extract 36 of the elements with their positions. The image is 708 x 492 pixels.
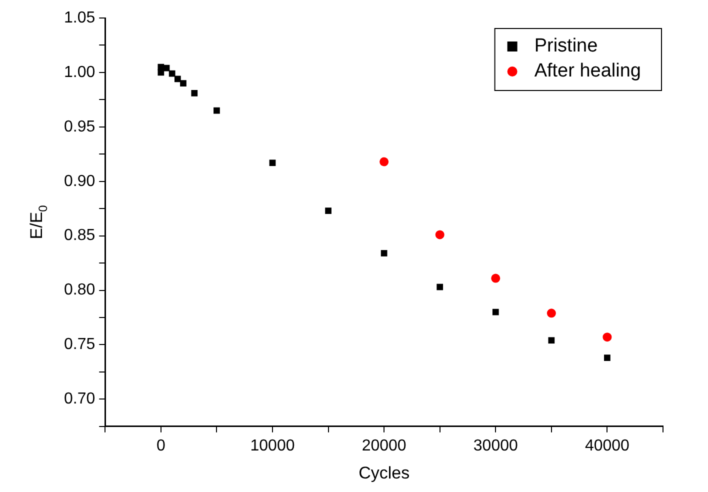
point bbox=[492, 308, 499, 316]
point bbox=[269, 160, 276, 166]
point bbox=[548, 337, 555, 344]
y-tick-label: 0.90 bbox=[64, 172, 96, 190]
point bbox=[604, 354, 610, 361]
point bbox=[214, 107, 220, 114]
y-tick-label: 1.00 bbox=[64, 64, 96, 81]
x-axis-title: Cycles bbox=[358, 463, 410, 482]
x-tick-label: 40000 bbox=[584, 437, 630, 454]
point bbox=[380, 250, 388, 256]
point bbox=[191, 90, 198, 96]
y-axis-title: E/E0 bbox=[27, 204, 50, 240]
point bbox=[325, 208, 332, 214]
point bbox=[546, 308, 556, 318]
point bbox=[380, 157, 389, 166]
legend-label: Pristine bbox=[534, 36, 598, 57]
y-tick-label: 1.05 bbox=[64, 9, 96, 26]
x-tick-label: 10000 bbox=[250, 437, 295, 454]
x-tick-label: 30000 bbox=[473, 437, 518, 454]
x-tick-label: 20000 bbox=[362, 437, 406, 454]
point bbox=[163, 64, 170, 72]
y-tick-label: 0.95 bbox=[64, 118, 96, 136]
point bbox=[491, 274, 500, 283]
point bbox=[180, 80, 186, 87]
y-tick-label: 0.80 bbox=[64, 282, 96, 299]
point bbox=[602, 332, 612, 342]
point bbox=[168, 70, 176, 77]
point bbox=[436, 284, 444, 290]
y-tick-label: 0.85 bbox=[64, 227, 96, 244]
y-tick-label: 0.70 bbox=[64, 390, 96, 408]
y-tick-label: 0.75 bbox=[64, 336, 96, 354]
point bbox=[174, 76, 181, 82]
legend-label: After healing bbox=[534, 60, 642, 82]
point bbox=[158, 64, 164, 70]
x-tick-label: 0 bbox=[156, 437, 166, 454]
point bbox=[435, 230, 444, 240]
